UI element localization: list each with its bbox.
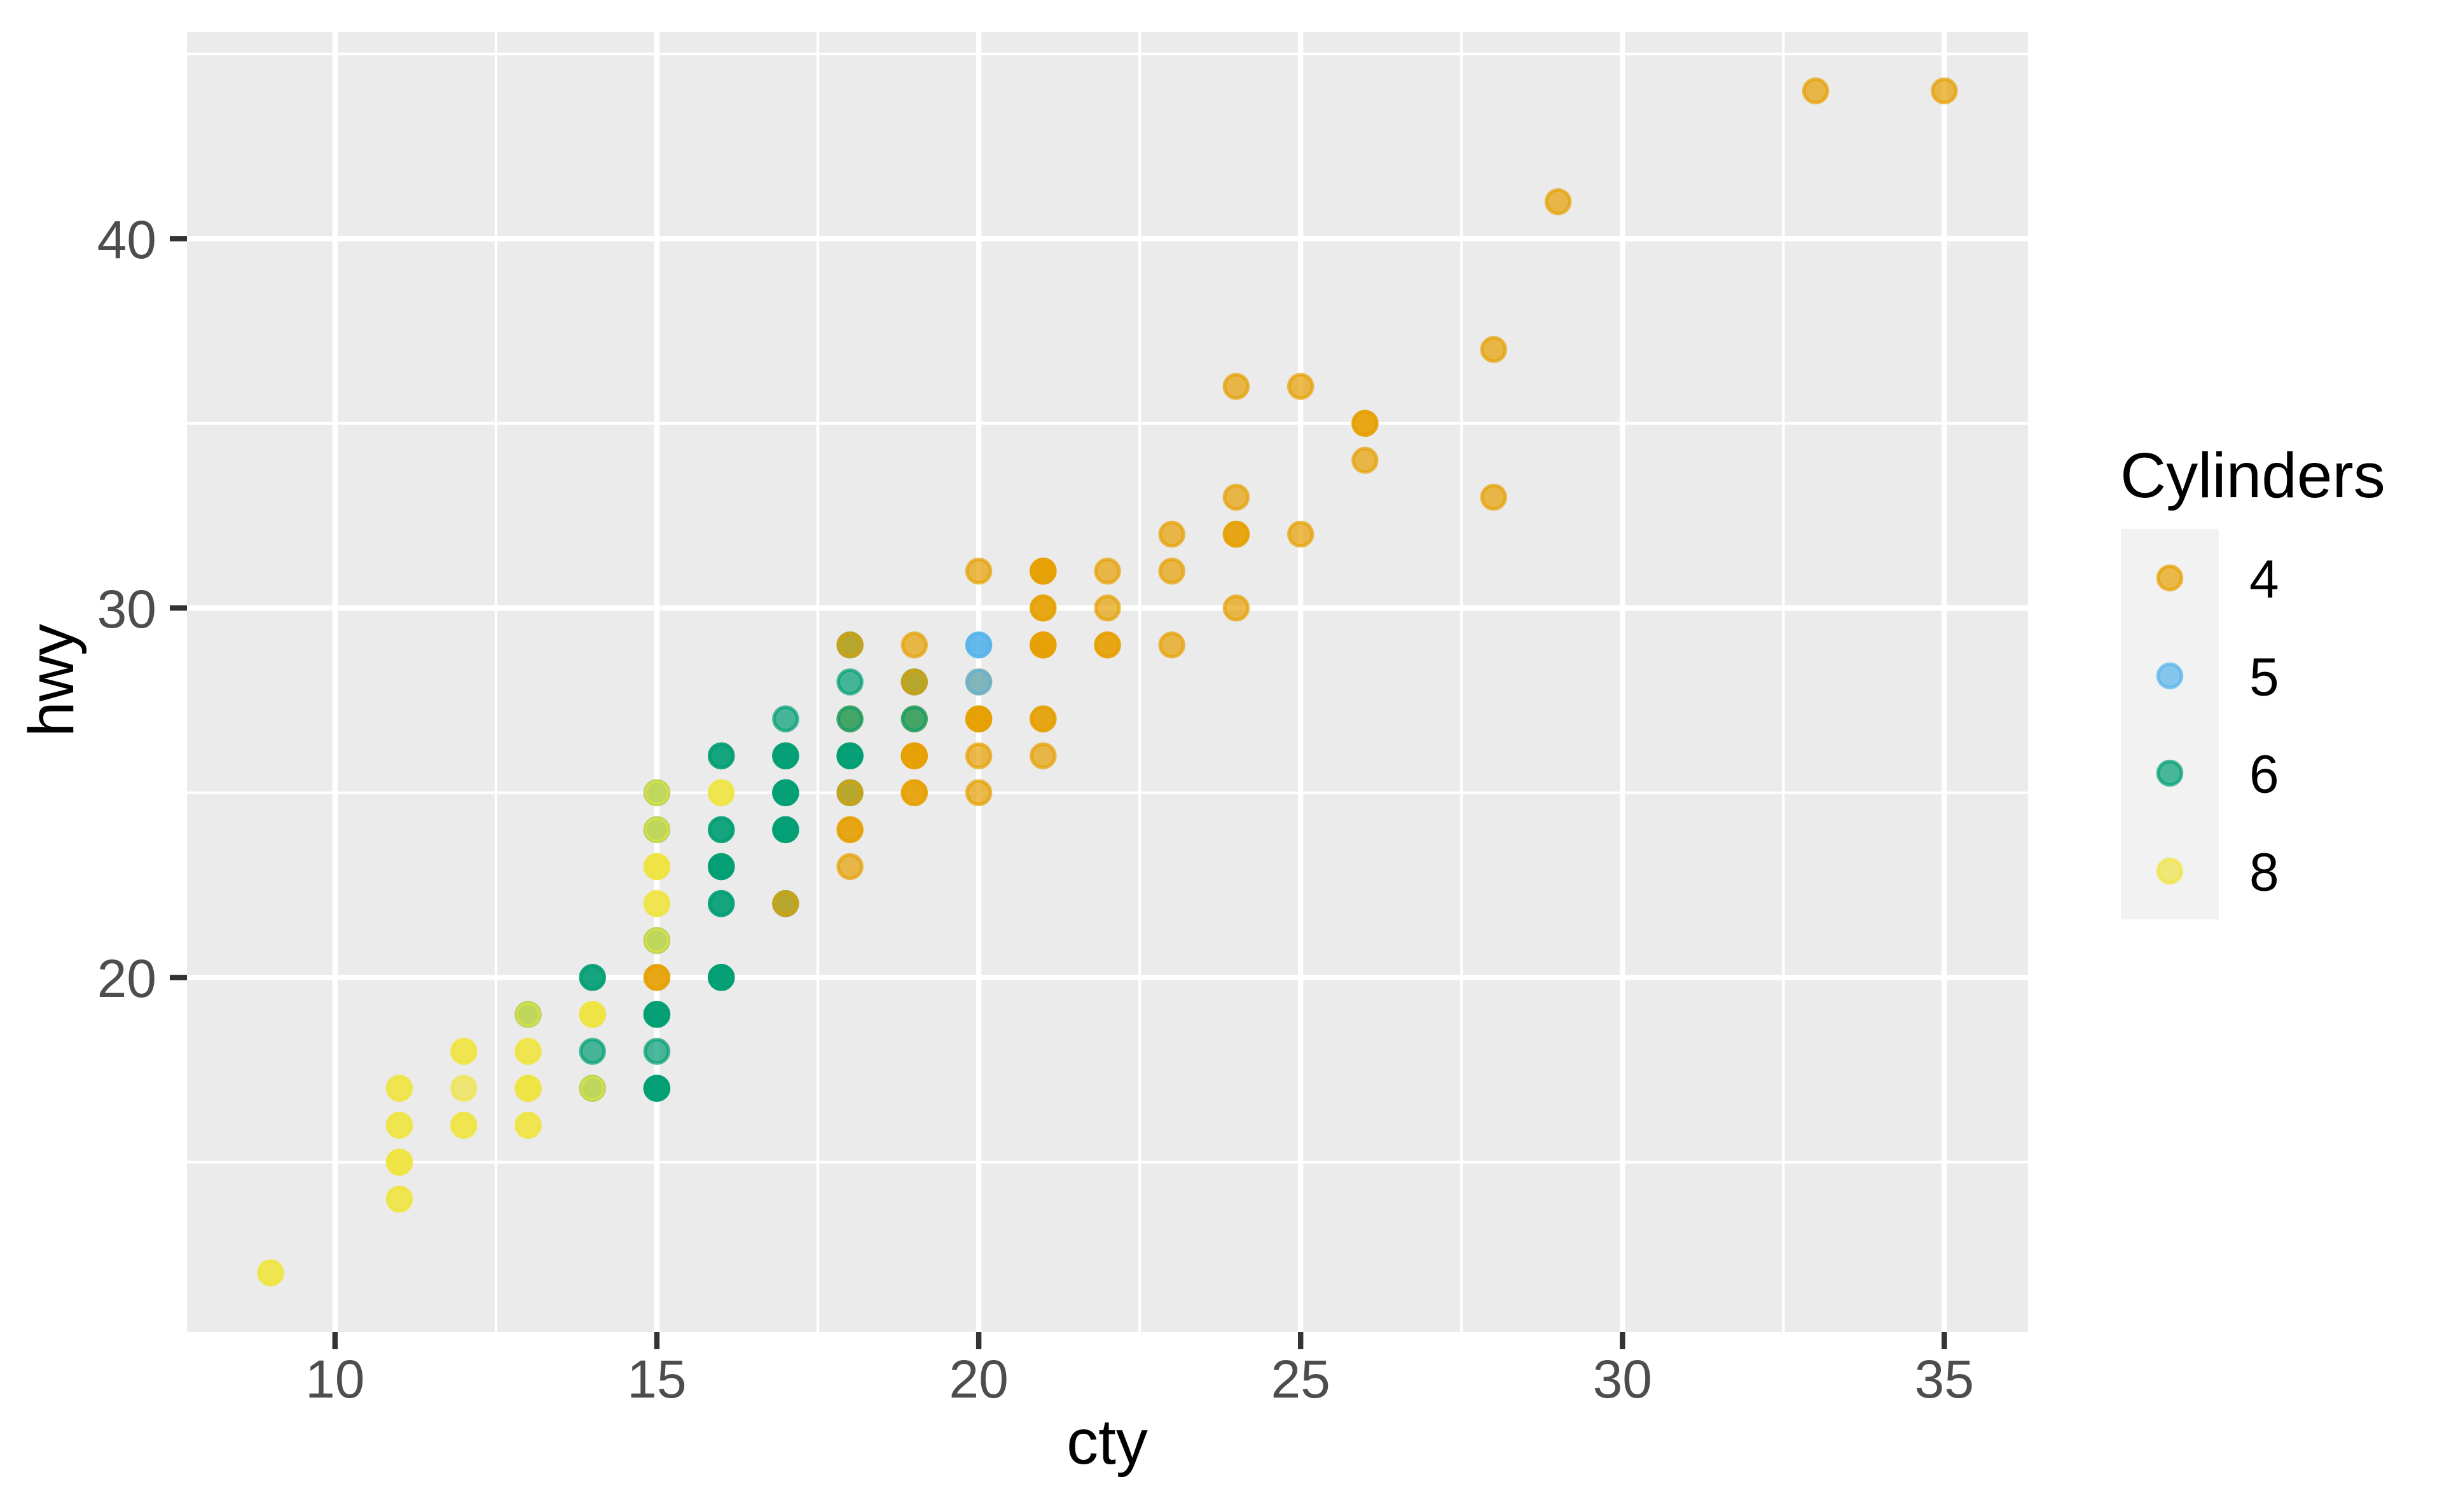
svg-text:Cylinders: Cylinders [2120, 440, 2385, 511]
svg-text:5: 5 [2249, 647, 2279, 707]
svg-text:15: 15 [627, 1349, 686, 1409]
svg-text:35: 35 [1915, 1349, 1974, 1409]
svg-text:cty: cty [1066, 1406, 1148, 1478]
svg-text:20: 20 [949, 1349, 1008, 1409]
svg-text:30: 30 [1593, 1349, 1652, 1409]
svg-text:10: 10 [305, 1349, 364, 1409]
svg-text:6: 6 [2249, 745, 2279, 804]
svg-text:20: 20 [97, 949, 156, 1008]
svg-text:40: 40 [97, 210, 156, 270]
svg-text:25: 25 [1271, 1349, 1330, 1409]
svg-text:4: 4 [2249, 549, 2279, 609]
svg-text:30: 30 [97, 579, 156, 639]
svg-text:hwy: hwy [16, 624, 87, 737]
svg-text:8: 8 [2249, 842, 2279, 902]
